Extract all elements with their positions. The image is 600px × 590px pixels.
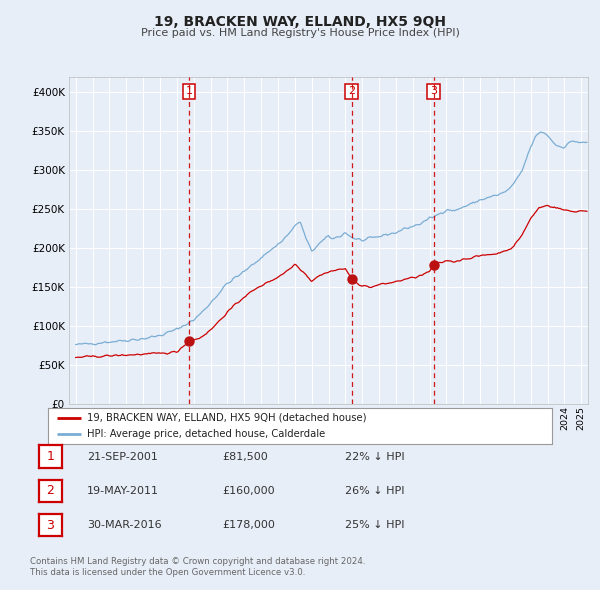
Text: £81,500: £81,500: [222, 452, 268, 461]
Text: 3: 3: [430, 87, 437, 96]
Text: 30-MAR-2016: 30-MAR-2016: [87, 520, 161, 530]
Text: HPI: Average price, detached house, Calderdale: HPI: Average price, detached house, Cald…: [88, 429, 326, 439]
Text: 1: 1: [185, 87, 193, 96]
Text: 25% ↓ HPI: 25% ↓ HPI: [345, 520, 404, 530]
Text: 2: 2: [46, 484, 55, 497]
Text: Contains HM Land Registry data © Crown copyright and database right 2024.: Contains HM Land Registry data © Crown c…: [30, 558, 365, 566]
Text: 1: 1: [46, 450, 55, 463]
Text: 22% ↓ HPI: 22% ↓ HPI: [345, 452, 404, 461]
Text: 26% ↓ HPI: 26% ↓ HPI: [345, 486, 404, 496]
Text: 21-SEP-2001: 21-SEP-2001: [87, 452, 158, 461]
Text: This data is licensed under the Open Government Licence v3.0.: This data is licensed under the Open Gov…: [30, 568, 305, 577]
Text: £160,000: £160,000: [222, 486, 275, 496]
Text: 3: 3: [46, 519, 55, 532]
Text: 19-MAY-2011: 19-MAY-2011: [87, 486, 159, 496]
Text: £178,000: £178,000: [222, 520, 275, 530]
Text: 19, BRACKEN WAY, ELLAND, HX5 9QH: 19, BRACKEN WAY, ELLAND, HX5 9QH: [154, 15, 446, 29]
Text: 19, BRACKEN WAY, ELLAND, HX5 9QH (detached house): 19, BRACKEN WAY, ELLAND, HX5 9QH (detach…: [88, 413, 367, 423]
Text: 2: 2: [348, 87, 355, 96]
Text: Price paid vs. HM Land Registry's House Price Index (HPI): Price paid vs. HM Land Registry's House …: [140, 28, 460, 38]
